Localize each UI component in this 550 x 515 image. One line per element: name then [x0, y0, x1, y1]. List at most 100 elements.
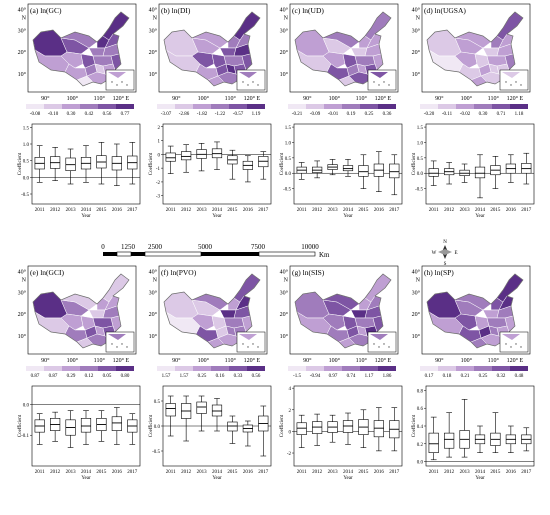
- longitude-label: 100°: [329, 357, 341, 364]
- longitude-label: 120° E: [375, 95, 392, 102]
- y-tick-label: -0.5: [21, 193, 29, 198]
- legend-label: 1.17: [365, 374, 374, 379]
- y-tick-label: -1: [156, 167, 161, 172]
- north-label: N: [153, 16, 158, 22]
- plot-frame: [293, 123, 403, 205]
- legend-label: 0.56: [252, 374, 261, 379]
- legend-label: 0.33: [234, 374, 243, 379]
- latitude-label: 10°: [280, 333, 289, 340]
- legend-label: -2.86: [179, 112, 190, 117]
- longitude-label: 100°: [329, 95, 341, 102]
- box: [389, 163, 400, 179]
- longitude-label: 100°: [67, 95, 79, 102]
- latitude-label: 10°: [412, 333, 421, 340]
- legend-label: 0.87: [31, 374, 40, 379]
- legend-label: 0.71: [497, 112, 506, 117]
- legend-swatch: [438, 104, 456, 109]
- box: [342, 420, 354, 433]
- x-tick-label: 2012: [312, 470, 323, 475]
- scale-label: 1250: [121, 243, 136, 251]
- inset-island: [383, 343, 385, 345]
- x-tick-label: 2012: [444, 208, 455, 213]
- plot-frame: [425, 123, 535, 205]
- y-tick-label: 0.0: [154, 425, 161, 430]
- scale-label: 5000: [198, 243, 213, 251]
- scale-seg: [131, 252, 145, 256]
- x-tick-label: 2014: [343, 470, 354, 475]
- x-tick-label: 2013: [197, 208, 208, 213]
- country-border: [426, 273, 524, 349]
- y-tick-label: -0.5: [415, 188, 423, 193]
- panel-title: (d) ln(UGSA): [424, 6, 466, 15]
- legend-label: 0.29: [67, 374, 76, 379]
- legend-swatch: [229, 104, 247, 109]
- inset-island: [111, 343, 113, 345]
- panel-e: (e) ln(GCI)40° 30° 20° 10° N 90° 100° 110° 120° …: [18, 265, 141, 481]
- y-tick-label: 0.0: [23, 176, 30, 181]
- inset-island: [116, 84, 118, 86]
- longitude-label: 110°: [94, 357, 106, 364]
- panel-b: (b) ln(DI)40° 30° 20° 10° N 90° 100° 110° 120° E…: [149, 3, 272, 219]
- legend-swatch: [62, 104, 80, 109]
- y-tick-label: 1.5: [285, 126, 292, 131]
- panel-g: (g) ln(SIS)40° 30° 20° 10° N 90° 100° 110° 120° …: [280, 265, 403, 481]
- x-tick-label: 2013: [66, 470, 77, 475]
- legend-swatch: [211, 104, 229, 109]
- latitude-label: 40°: [18, 269, 27, 276]
- inset-land: [108, 72, 126, 78]
- y-axis-label: Coefficient: [280, 414, 285, 437]
- legend-swatch: [324, 366, 342, 371]
- x-tick-label: 2016: [506, 208, 517, 213]
- x-axis-label: Year: [81, 476, 91, 481]
- legend-label: -3.07: [161, 112, 172, 117]
- x-tick-label: 2015: [358, 208, 369, 213]
- legend-label: 0.16: [216, 374, 225, 379]
- north-label: N: [416, 16, 421, 22]
- legend-swatch: [378, 104, 396, 109]
- inset-island: [126, 346, 128, 348]
- legend-swatch: [157, 104, 175, 109]
- longitude-label: 100°: [198, 95, 210, 102]
- longitude-label: 110°: [225, 95, 237, 102]
- legend-swatch: [175, 366, 193, 371]
- legend-swatch: [420, 366, 438, 371]
- inset-island: [378, 346, 380, 348]
- inset-land: [108, 334, 126, 340]
- legend-label: -0.10: [48, 112, 59, 117]
- x-tick-label: 2014: [475, 470, 486, 475]
- inset-island: [520, 84, 522, 86]
- legend-swatch: [80, 104, 98, 109]
- x-tick-label: 2017: [127, 208, 138, 213]
- inset-land: [370, 72, 388, 78]
- latitude-label: 30°: [18, 28, 27, 35]
- x-axis-label: Year: [343, 214, 353, 219]
- legend-swatch: [193, 104, 211, 109]
- longitude-label: 90°: [172, 357, 181, 364]
- compass-n: N: [443, 240, 447, 245]
- legend-label: 0.25: [479, 374, 488, 379]
- inset-island: [247, 346, 249, 348]
- legend-label: 0.87: [49, 374, 58, 379]
- china-map: [426, 11, 524, 87]
- x-tick-label: 2016: [506, 470, 517, 475]
- legend-label: 0.56: [103, 112, 112, 117]
- plot-frame: [31, 123, 141, 205]
- longitude-label: 100°: [461, 95, 473, 102]
- x-tick-label: 2016: [112, 208, 123, 213]
- x-tick-label: 2017: [521, 208, 532, 213]
- legend-swatch: [306, 104, 324, 109]
- legend-swatch: [211, 366, 229, 371]
- panel-title: (a) ln(GC): [30, 6, 62, 15]
- inset-island: [378, 84, 380, 86]
- legend-label: -0.94: [310, 374, 321, 379]
- latitude-label: 20°: [18, 311, 27, 318]
- x-tick-label: 2012: [50, 208, 61, 213]
- china-map: [294, 273, 392, 349]
- x-tick-label: 2014: [81, 470, 92, 475]
- legend-swatch: [456, 104, 474, 109]
- compass-e: E: [454, 251, 457, 256]
- longitude-label: 120° E: [375, 357, 392, 364]
- panel-c: (c) ln(UD)40° 30° 20° 10° N 90° 100° 110° 120° E…: [280, 3, 403, 219]
